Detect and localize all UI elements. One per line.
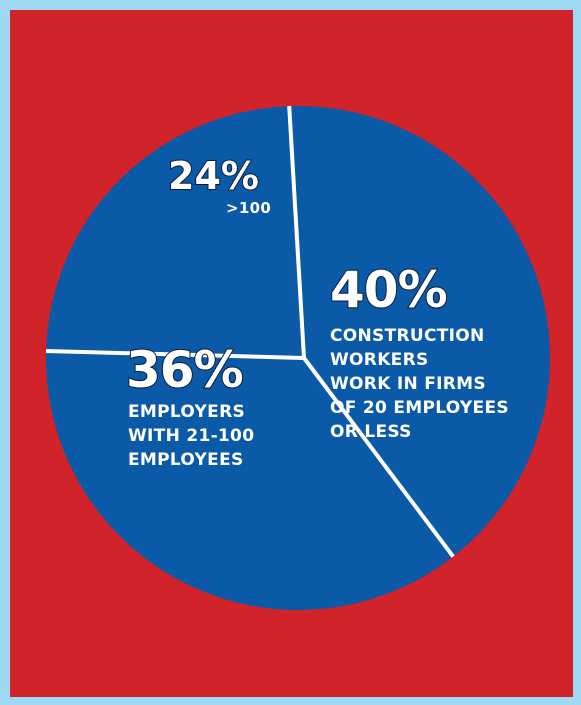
- pie-slice-24: [46, 106, 298, 359]
- slice-description-40: CONSTRUCTION WORKERS WORK IN FIRMS OF 20…: [330, 326, 509, 442]
- slice-description-24: >100: [226, 199, 272, 217]
- slice-label-24: 24%: [167, 154, 260, 198]
- slice-label-36: 36%: [125, 341, 245, 399]
- slice-description-36: EMPLOYERS WITH 21-100 EMPLOYEES: [128, 402, 255, 470]
- pie-slice-36: [45, 350, 454, 611]
- slice-label-40: 40%: [329, 261, 449, 319]
- pie-slice-40: [289, 106, 550, 557]
- divider-line-top: [287, 106, 306, 359]
- divider-line-left: [46, 348, 305, 360]
- divider-line-bottom: [302, 356, 455, 558]
